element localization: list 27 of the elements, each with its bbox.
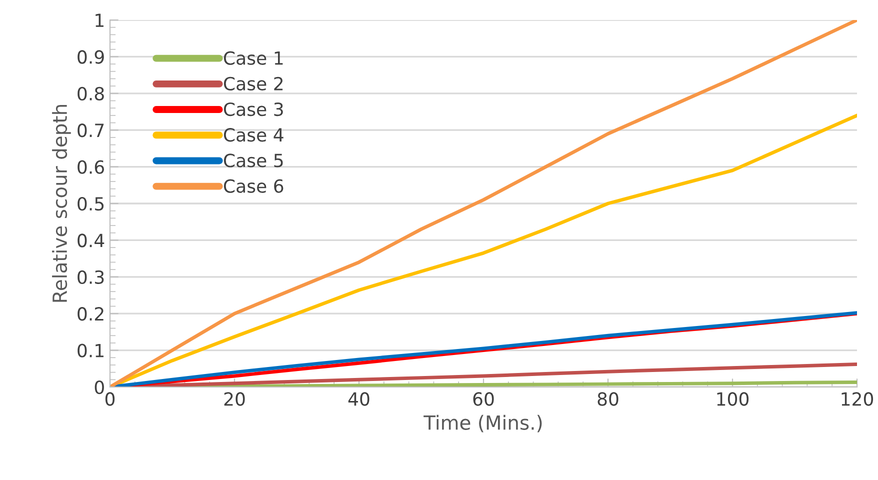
y-tick-label: 0.1 <box>78 344 104 358</box>
y-tick-label: 0.2 <box>78 307 104 321</box>
x-tick-label: 0 <box>105 392 115 406</box>
legend-label: Case 2 <box>224 76 283 91</box>
legend-label: Case 4 <box>224 128 284 142</box>
line-series <box>110 20 857 387</box>
legend-label: Case 1 <box>224 51 283 65</box>
x-tick-label: 80 <box>598 392 618 406</box>
y-tick-label: 0.8 <box>78 86 104 101</box>
y-tick-label: 0.3 <box>78 270 104 284</box>
y-tick-label: 1 <box>96 14 104 27</box>
legend-label: Case 5 <box>224 154 283 168</box>
x-tick-label: 40 <box>348 392 370 406</box>
y-tick-label: 0.4 <box>78 234 104 248</box>
y-tick-label: 0.7 <box>78 124 104 138</box>
y-tick-label: 0.5 <box>78 196 104 211</box>
y-tick-label: 0.9 <box>78 50 104 64</box>
x-tick-label: 120 <box>842 392 874 406</box>
legend-label: Case 3 <box>224 102 283 116</box>
x-tick-label: 20 <box>224 392 245 406</box>
x-tick-label: 60 <box>473 392 494 406</box>
y-axis-title: Relative scour depth <box>52 104 71 302</box>
x-tick-label: 100 <box>717 392 749 406</box>
x-axis-title: Time (Mins.) <box>424 414 542 432</box>
y-tick-label: 0.6 <box>78 160 104 174</box>
legend-label: Case 6 <box>224 179 284 193</box>
y-tick-label: 0 <box>94 380 104 394</box>
